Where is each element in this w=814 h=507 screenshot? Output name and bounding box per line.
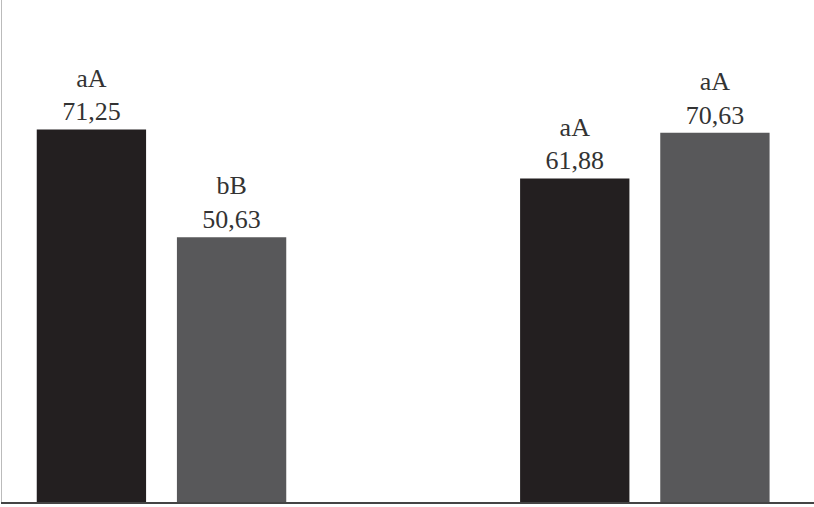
svg-text:aA70,63: aA70,63: [686, 67, 745, 130]
svg-text:aA61,88: aA61,88: [546, 113, 605, 176]
svg-text:aA71,25: aA71,25: [62, 64, 121, 127]
svg-text:bB50,63: bB50,63: [202, 171, 261, 234]
